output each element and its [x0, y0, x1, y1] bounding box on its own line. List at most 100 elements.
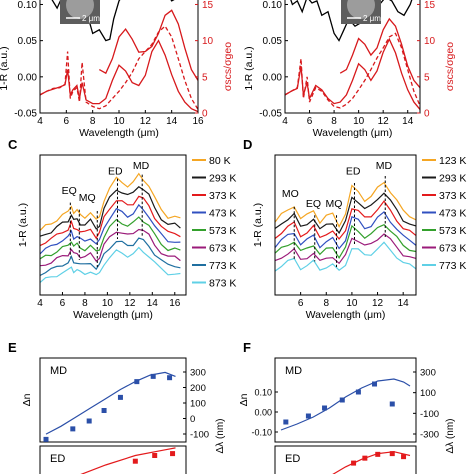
ed-data-point: [152, 453, 158, 458]
panel-letter: C: [8, 137, 18, 152]
ed-data-point: [389, 451, 395, 457]
plot-frame: [39, 154, 187, 296]
subplot-label-ed: ED: [50, 453, 65, 465]
inset-sphere: [347, 0, 375, 19]
bottom-subplot-frame: [274, 445, 417, 474]
md-data-point: [117, 394, 123, 400]
y2-tick-label: 100: [190, 399, 206, 410]
y2-tick-label: 15: [202, 0, 214, 11]
ed-fit-curve: [80, 447, 176, 474]
mode-label-mo: MO: [282, 188, 299, 200]
series-line-373k: [274, 200, 417, 240]
panel-e: MD 300 200 100 0 -100 Δn Δλ (nm) E ED: [8, 340, 226, 474]
x-tick-label: 12: [372, 298, 384, 309]
series-line-773k: [274, 241, 417, 272]
y-axis-label: Δn: [21, 393, 33, 406]
panel-f: MD 0.10 0.00 -0.10 300 100 -100 -300 Δn Δλ (nm) F E…: [238, 340, 456, 474]
x-tick-label: 14: [398, 298, 410, 309]
y-axis-label: Δn: [238, 393, 250, 406]
x-tick-label: 16: [192, 116, 204, 127]
y-tick-label: 0.10: [263, 0, 283, 11]
legend-label: 773 K: [439, 260, 466, 272]
legend-label: 573 K: [439, 225, 466, 237]
md-data-point: [322, 405, 328, 411]
y2-tick-label: 0: [190, 414, 195, 425]
y-tick-label: 0.00: [254, 408, 272, 418]
plot-frame: [274, 154, 417, 296]
x-axis-label: Wavelength (μm): [79, 127, 159, 139]
subplot-label-ed: ED: [285, 453, 300, 465]
ed-data-point: [375, 451, 381, 457]
y2-tick-label: -100: [190, 430, 209, 441]
x-tick-label: 8: [90, 116, 96, 127]
y2-tick-label: 0: [202, 109, 208, 120]
mode-label-mq: MQ: [326, 198, 343, 210]
series-line-293k: [274, 192, 417, 235]
ed-data-point: [362, 455, 368, 461]
y2-axis-label: σscs/σgeo: [444, 42, 456, 91]
series-line-573k: [39, 216, 181, 260]
x-tick-label: 4: [37, 116, 43, 127]
y-tick-label: 0.05: [263, 36, 283, 47]
mode-label-md: MD: [133, 160, 150, 172]
x-tick-label: 8: [323, 298, 329, 309]
plot-area: [285, 0, 420, 110]
y2-axis-label: Δλ (nm): [215, 418, 226, 453]
x-tick-label: 6: [298, 298, 304, 309]
inset-scale-label: 2 μm: [82, 14, 100, 23]
ed-data-point: [132, 458, 138, 464]
panel-letter: E: [8, 340, 17, 355]
series-line-673k: [39, 228, 181, 267]
x-tick-label: 12: [124, 298, 136, 309]
inset-sphere: [66, 0, 94, 19]
legend-label: 573 K: [209, 225, 236, 237]
series-line-80k: [39, 172, 181, 232]
x-tick-label: 6: [64, 116, 70, 127]
x-tick-label: 12: [140, 116, 152, 127]
md-data-point: [43, 436, 49, 442]
ed-data-point: [401, 454, 407, 460]
x-tick-label: 8: [331, 116, 337, 127]
x-tick-label: 10: [353, 116, 365, 127]
series-line-673k: [274, 233, 417, 265]
series-line-473k: [39, 203, 181, 255]
y2-tick-label: 15: [424, 0, 436, 11]
series-line-3: [40, 25, 198, 110]
series-line-123k: [274, 181, 417, 228]
y-tick-label: -0.10: [251, 428, 272, 438]
y-tick-label: -0.05: [259, 109, 282, 120]
y2-tick-label: 5: [202, 72, 208, 83]
ed-data-point: [351, 460, 357, 466]
series-line-573k: [274, 223, 417, 259]
y2-tick-label: 300: [420, 368, 436, 379]
mode-label-ed: ED: [346, 166, 361, 178]
top-subplot-frame: [274, 357, 417, 443]
series-line-1: [290, 0, 413, 42]
sem-inset: 2 μm: [341, 0, 381, 24]
y2-axis-label: σscs/σgeo: [222, 42, 234, 91]
md-data-point: [305, 413, 311, 419]
series-line-3: [285, 32, 420, 109]
x-tick-label: 10: [102, 298, 114, 309]
md-data-point: [70, 426, 76, 432]
series-line-293k: [39, 186, 181, 237]
series-line-4: [339, 17, 420, 89]
x-tick-label: 14: [147, 298, 159, 309]
md-data-point: [150, 373, 156, 379]
y2-tick-label: 5: [424, 72, 430, 83]
series-line-873k: [39, 246, 181, 284]
top-subplot-frame: [39, 357, 187, 443]
x-tick-label: 10: [346, 298, 358, 309]
panel-a: 2 μm 4 6 8 10 12 14 16 Wavelength (μm) -0.05 0.00 0…: [0, 0, 234, 139]
legend-label: 473 K: [209, 208, 236, 220]
y2-tick-label: 0: [424, 109, 430, 120]
x-tick-label: 12: [378, 116, 390, 127]
md-data-point: [134, 379, 140, 385]
md-data-point: [86, 418, 92, 424]
md-data-point: [389, 401, 395, 407]
series-line-2: [285, 37, 420, 110]
y2-tick-label: 300: [190, 368, 206, 379]
legend-label: 473 K: [439, 208, 466, 220]
bottom-subplot-frame: [39, 445, 187, 474]
